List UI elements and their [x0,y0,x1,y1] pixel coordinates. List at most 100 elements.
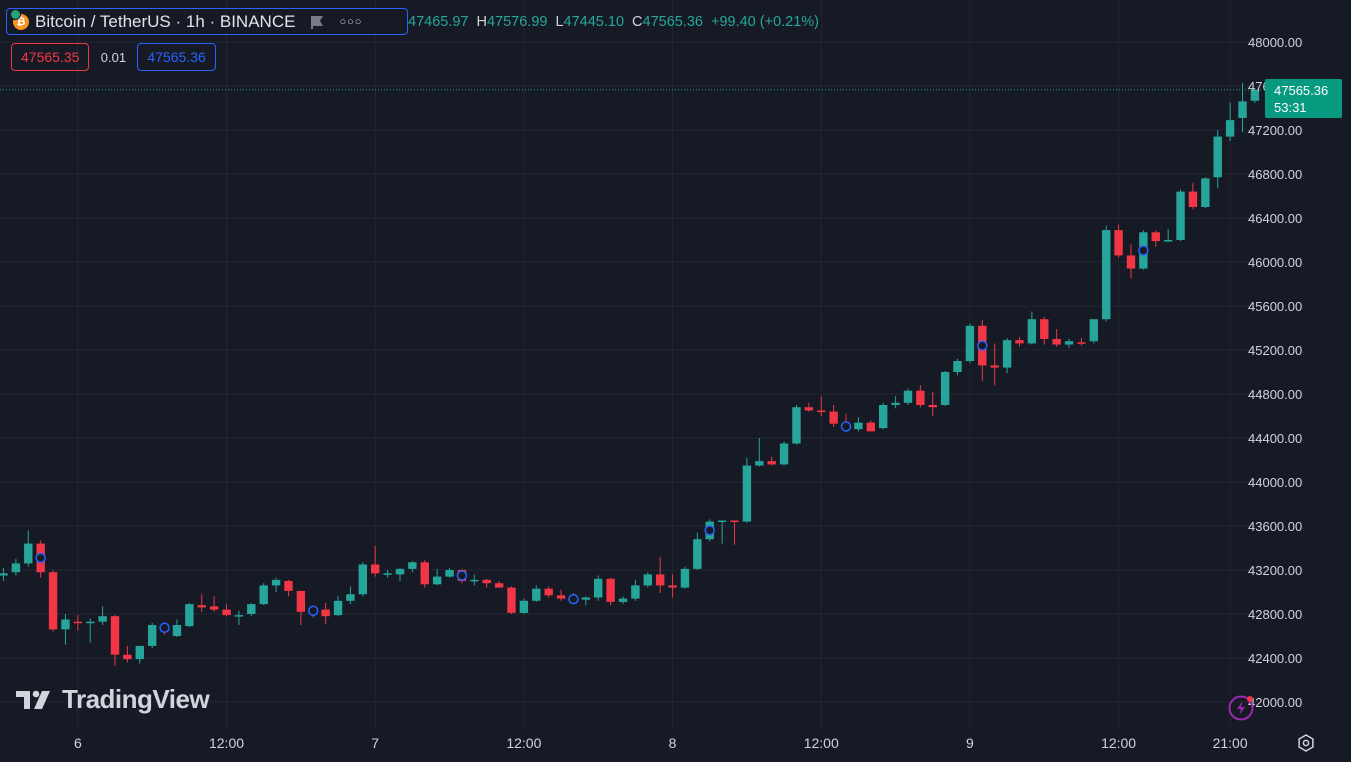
candle [1077,337,1086,346]
candle [98,606,107,625]
change-value: +99.40 (+0.21%) [710,14,820,30]
event-marker[interactable] [1138,245,1149,256]
event-marker[interactable] [159,622,170,633]
candle-body [284,581,293,591]
candle-body [135,645,144,660]
grid [0,0,1258,730]
candle-body [420,562,429,585]
candle-body [507,587,516,613]
event-marker[interactable] [35,552,46,564]
candle-body [1102,230,1111,320]
candle [544,586,553,598]
candle [1064,339,1074,348]
candle-body [48,572,58,630]
candle [11,559,21,576]
candle-body [1126,255,1136,269]
time-axis[interactable]: 6 12:00 7 12:00 8 12:00 9 12:00 21:00 [74,735,1248,751]
candle [928,391,937,416]
candle [1002,337,1012,374]
candle [1126,244,1136,279]
candle [556,589,566,601]
candle [296,590,306,625]
time-tick-label: 7 [371,735,379,751]
candle-body [755,461,764,466]
candle-body [1250,89,1260,101]
event-marker[interactable] [704,525,715,536]
candle [284,579,293,597]
candle-body [817,410,826,412]
candle [247,603,256,617]
symbol-header[interactable]: ₿ Bitcoin / TetherUS · 1h · BINANCE ○○○ [6,8,408,35]
candle-body [1114,230,1123,256]
candle-body [717,520,727,522]
trade-buttons: 47565.35 0.01 47565.36 [11,43,216,71]
price-tick-label: 48000.00 [1248,35,1302,50]
close-value: 47565.36 [642,14,703,30]
candle-body [1027,319,1037,344]
candle [61,614,70,645]
more-options-icon[interactable]: ○○○ [339,15,363,28]
candle-body [123,654,132,660]
candle [680,566,690,589]
candle-body [953,361,962,372]
candle-body [655,574,665,586]
price-axis[interactable]: 42000.00 42400.00 42800.00 43200.00 43600.00… [1248,35,1302,710]
candle [383,570,392,578]
candle [878,402,888,430]
candle-body [346,594,355,601]
sell-button[interactable]: 47565.35 [11,43,90,71]
settings-gear-icon[interactable] [1297,734,1315,752]
candle-body [1040,319,1049,339]
event-marker[interactable] [840,421,852,432]
low-value: 47445.10 [563,14,625,30]
price-tick-label: 46000.00 [1248,255,1302,270]
price-tick-label: 45600.00 [1248,299,1302,314]
price-tick-label: 42400.00 [1248,651,1302,666]
candle [271,577,281,592]
candle [631,579,640,601]
candle-body [693,539,702,569]
candle [494,581,504,588]
tradingview-logo[interactable]: TradingView [16,684,210,715]
event-marker[interactable] [568,593,579,605]
buy-button[interactable]: 47565.36 [137,43,216,71]
candle [519,598,529,614]
candle-body [631,585,640,599]
candle [86,618,95,643]
candle [259,583,268,606]
candle-body [1089,319,1099,342]
high-value: 47576.99 [486,14,548,30]
candle [147,622,157,649]
candle-body [532,588,541,601]
low-label: L [555,14,564,30]
candle-body [1077,342,1086,344]
event-marker[interactable] [456,570,468,581]
price-tick-label: 44800.00 [1248,387,1302,402]
candle-body [606,578,615,602]
candle-body [333,600,343,616]
symbol-title[interactable]: Bitcoin / TetherUS · 1h · BINANCE [35,11,296,31]
candle-body [866,422,875,432]
candle [532,585,541,602]
candle-body [24,543,33,564]
event-marker[interactable] [977,340,988,351]
candle-body [556,595,566,599]
candle-body [928,405,937,408]
event-markers[interactable] [35,245,1149,633]
high-label: H [476,14,487,30]
time-tick-label: 12:00 [506,735,541,751]
lightning-icon[interactable] [1228,695,1254,721]
candle [903,388,913,405]
candle-body [247,604,256,614]
price-tick-label: 43600.00 [1248,519,1302,534]
price-tick-label: 47200.00 [1248,123,1302,138]
event-marker[interactable] [308,605,319,616]
candle-body [544,588,553,596]
candle [594,575,603,601]
bitcoin-icon: ₿ [10,8,29,30]
candle-body [519,600,529,613]
flag-icon[interactable] [309,15,325,29]
candle [755,438,764,467]
time-tick-label: 12:00 [209,735,244,751]
